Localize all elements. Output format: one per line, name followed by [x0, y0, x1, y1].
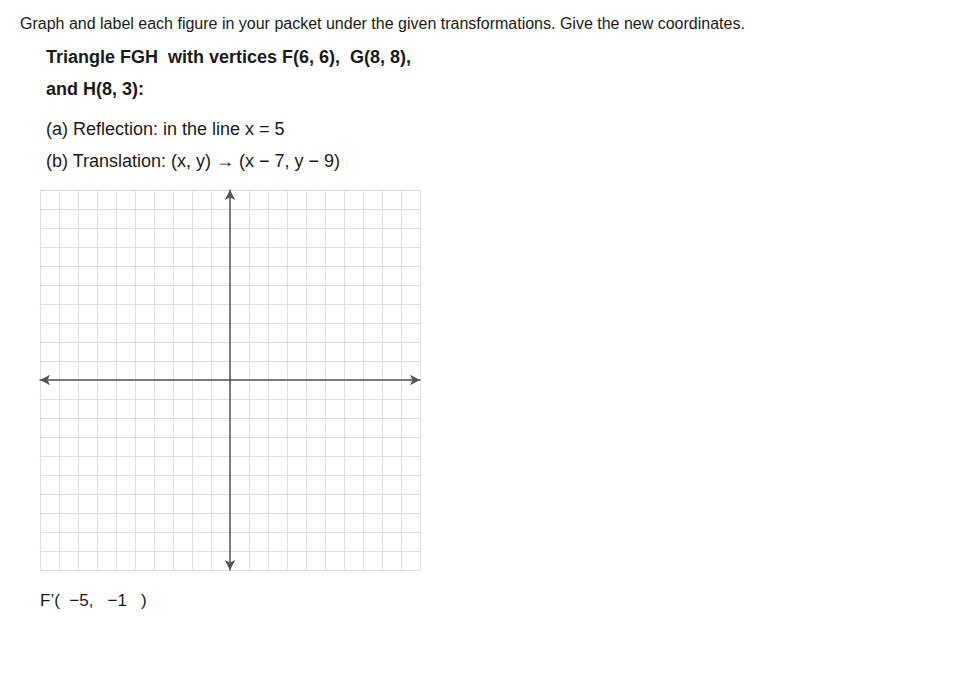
svg-text:F’( −5, −1 ): F’( −5, −1 )	[40, 591, 147, 610]
svg-text:(a) Reflection: in the line x: (a) Reflection: in the line x = 5	[46, 119, 285, 139]
svg-text:and H(8, 3):: and H(8, 3):	[46, 79, 144, 99]
svg-text:Triangle FGH with vertices F(: Triangle FGH with vertices F(6, 6), G(8,…	[46, 47, 411, 67]
svg-text:Graph and label each figure in: Graph and label each figure in your pack…	[20, 15, 745, 32]
svg-text:(b) Translation: (x, y) → (x −: (b) Translation: (x, y) → (x − 7, y − 9)	[46, 151, 340, 171]
